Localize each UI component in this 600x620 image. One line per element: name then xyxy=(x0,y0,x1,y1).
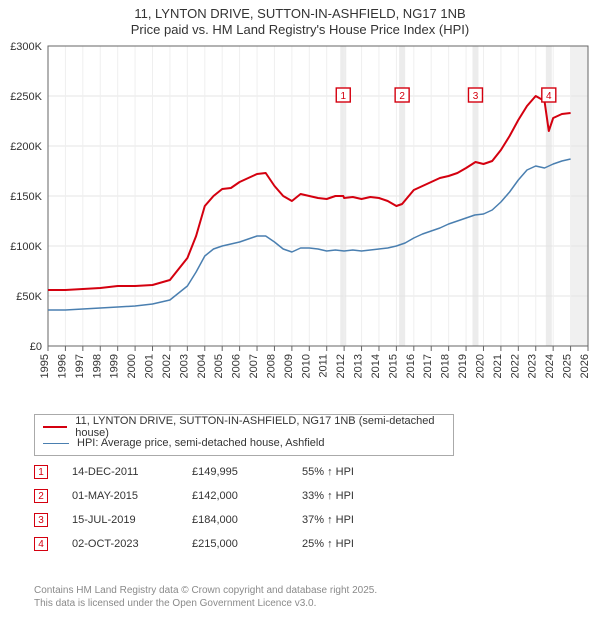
transaction-hpi: 55% ↑ HPI xyxy=(302,466,422,478)
title-line2: Price paid vs. HM Land Registry's House … xyxy=(0,22,600,38)
svg-text:4: 4 xyxy=(546,91,552,102)
transactions-table: 1 14-DEC-2011£149,99555% ↑ HPI 2 01-MAY-201… xyxy=(34,460,422,556)
chart-svg: £0 £50K £100K £150K £200K £250K £300K 1995 1996 1… xyxy=(0,42,600,402)
svg-text:£200K: £200K xyxy=(10,141,42,153)
transaction-index-box: 2 xyxy=(34,489,48,503)
svg-text:2007: 2007 xyxy=(248,354,260,378)
svg-text:£150K: £150K xyxy=(10,191,42,203)
svg-text:1999: 1999 xyxy=(109,354,121,378)
footer-line1: Contains HM Land Registry data © Crown c… xyxy=(34,584,377,597)
transaction-index-box: 3 xyxy=(34,513,48,527)
svg-text:2020: 2020 xyxy=(474,354,486,378)
title-line1: 11, LYNTON DRIVE, SUTTON-IN-ASHFIELD, NG… xyxy=(0,6,600,22)
svg-text:2004: 2004 xyxy=(196,354,208,378)
svg-text:2019: 2019 xyxy=(457,354,469,378)
svg-text:2016: 2016 xyxy=(405,354,417,378)
legend-swatch xyxy=(43,443,69,444)
svg-text:2009: 2009 xyxy=(283,354,295,378)
transaction-hpi: 37% ↑ HPI xyxy=(302,514,422,526)
page-root: 11, LYNTON DRIVE, SUTTON-IN-ASHFIELD, NG… xyxy=(0,0,600,620)
svg-text:£250K: £250K xyxy=(10,91,42,103)
svg-text:2008: 2008 xyxy=(265,354,277,378)
svg-text:£100K: £100K xyxy=(10,241,42,253)
svg-text:2012: 2012 xyxy=(335,354,347,378)
transaction-row: 4 02-OCT-2023£215,00025% ↑ HPI xyxy=(34,532,422,556)
svg-text:2025: 2025 xyxy=(562,354,574,378)
transaction-price: £215,000 xyxy=(192,538,302,550)
transaction-row: 1 14-DEC-2011£149,99555% ↑ HPI xyxy=(34,460,422,484)
transaction-hpi: 25% ↑ HPI xyxy=(302,538,422,550)
svg-text:2005: 2005 xyxy=(213,354,225,378)
footer-line2: This data is licensed under the Open Gov… xyxy=(34,597,377,610)
svg-text:2001: 2001 xyxy=(144,354,156,378)
transaction-index-box: 1 xyxy=(34,465,48,479)
svg-text:£300K: £300K xyxy=(10,42,42,53)
svg-text:1995: 1995 xyxy=(39,354,51,378)
chart-area: £0 £50K £100K £150K £200K £250K £300K 1995 1996 1… xyxy=(0,42,600,402)
legend-item: 11, LYNTON DRIVE, SUTTON-IN-ASHFIELD, NG… xyxy=(43,419,445,435)
legend-label: HPI: Average price, semi-detached house,… xyxy=(77,437,324,449)
svg-text:2010: 2010 xyxy=(300,354,312,378)
transaction-date: 14-DEC-2011 xyxy=(72,466,192,478)
svg-text:2014: 2014 xyxy=(370,354,382,378)
footer-attribution: Contains HM Land Registry data © Crown c… xyxy=(34,584,377,610)
transaction-date: 01-MAY-2015 xyxy=(72,490,192,502)
svg-text:2023: 2023 xyxy=(527,354,539,378)
chart-title: 11, LYNTON DRIVE, SUTTON-IN-ASHFIELD, NG… xyxy=(0,0,600,39)
transaction-price: £184,000 xyxy=(192,514,302,526)
svg-text:1997: 1997 xyxy=(74,354,86,378)
svg-text:2: 2 xyxy=(399,91,405,102)
svg-text:2026: 2026 xyxy=(579,354,591,378)
transaction-index-box: 4 xyxy=(34,537,48,551)
svg-text:£50K: £50K xyxy=(16,291,42,303)
svg-text:2015: 2015 xyxy=(387,354,399,378)
legend-swatch xyxy=(43,426,67,428)
svg-text:1998: 1998 xyxy=(91,354,103,378)
legend-label: 11, LYNTON DRIVE, SUTTON-IN-ASHFIELD, NG… xyxy=(75,415,445,439)
svg-text:2024: 2024 xyxy=(544,354,556,378)
svg-text:2006: 2006 xyxy=(231,354,243,378)
svg-text:2000: 2000 xyxy=(126,354,138,378)
legend-box: 11, LYNTON DRIVE, SUTTON-IN-ASHFIELD, NG… xyxy=(34,414,454,456)
svg-text:£0: £0 xyxy=(30,341,42,353)
svg-text:2011: 2011 xyxy=(318,354,330,378)
svg-text:1996: 1996 xyxy=(56,354,68,378)
svg-text:2017: 2017 xyxy=(422,354,434,378)
transaction-hpi: 33% ↑ HPI xyxy=(302,490,422,502)
transaction-date: 15-JUL-2019 xyxy=(72,514,192,526)
svg-text:2021: 2021 xyxy=(492,354,504,378)
svg-text:1: 1 xyxy=(340,91,346,102)
transaction-row: 3 15-JUL-2019£184,00037% ↑ HPI xyxy=(34,508,422,532)
svg-text:2003: 2003 xyxy=(178,354,190,378)
transaction-date: 02-OCT-2023 xyxy=(72,538,192,550)
transaction-price: £149,995 xyxy=(192,466,302,478)
svg-text:2002: 2002 xyxy=(161,354,173,378)
svg-text:2022: 2022 xyxy=(509,354,521,378)
svg-text:2018: 2018 xyxy=(440,354,452,378)
svg-text:3: 3 xyxy=(473,91,479,102)
svg-text:2013: 2013 xyxy=(353,354,365,378)
transaction-price: £142,000 xyxy=(192,490,302,502)
transaction-row: 2 01-MAY-2015£142,00033% ↑ HPI xyxy=(34,484,422,508)
